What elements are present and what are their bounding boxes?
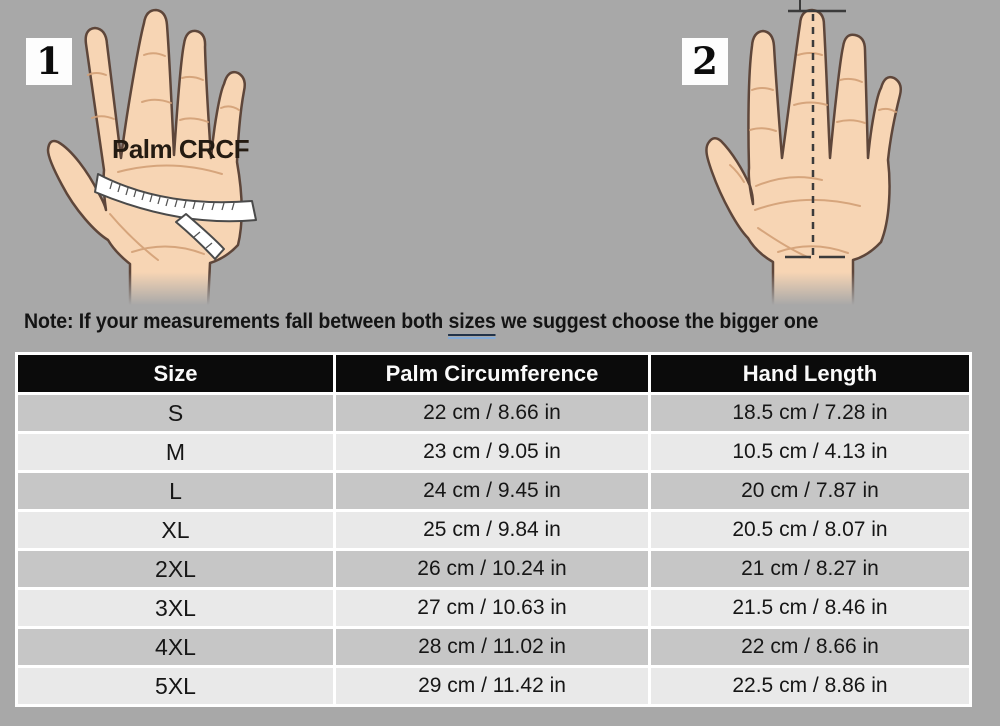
palm-circumference-label: Palm CRCF [112, 134, 250, 164]
note-text-prefix: Note: If your measurements fall between … [24, 310, 449, 333]
step-2-badge: 2 [682, 38, 728, 85]
hand-length-hand-illustration [660, 0, 940, 305]
sizing-note: Note: If your measurements fall between … [24, 310, 819, 339]
hand-length-cell: 22.5 cm / 8.86 in [651, 668, 969, 704]
table-row: 5XL 29 cm / 11.42 in 22.5 cm / 8.86 in [18, 668, 969, 704]
table-row: XL 25 cm / 9.84 in 20.5 cm / 8.07 in [18, 512, 969, 548]
hand-length-cell: 21.5 cm / 8.46 in [651, 590, 969, 626]
hand-length-cell: 18.5 cm / 7.28 in [651, 395, 969, 431]
table-row: 3XL 27 cm / 10.63 in 21.5 cm / 8.46 in [18, 590, 969, 626]
hand-palm-graphic [705, 8, 902, 305]
hand-length-measure-line [785, 0, 848, 259]
hand-length-cell: 10.5 cm / 4.13 in [651, 434, 969, 470]
table-row: S 22 cm / 8.66 in 18.5 cm / 7.28 in [18, 395, 969, 431]
size-cell: L [18, 473, 333, 509]
palm-circumference-cell: 29 cm / 11.42 in [336, 668, 648, 704]
hand-length-cell: 20.5 cm / 8.07 in [651, 512, 969, 548]
palm-circumference-cell: 27 cm / 10.63 in [336, 590, 648, 626]
header-row: Size Palm Circumference Hand Length [18, 355, 969, 392]
palm-circumference-cell: 28 cm / 11.02 in [336, 629, 648, 665]
note-text-suffix: we suggest choose the bigger one [495, 310, 819, 333]
palm-circumference-cell: 23 cm / 9.05 in [336, 434, 648, 470]
palm-circumference-cell: 25 cm / 9.84 in [336, 512, 648, 548]
size-cell: XL [18, 512, 333, 548]
size-cell: 4XL [18, 629, 333, 665]
table-row: 4XL 28 cm / 11.02 in 22 cm / 8.66 in [18, 629, 969, 665]
palm-circumference-cell: 22 cm / 8.66 in [336, 395, 648, 431]
size-cell: M [18, 434, 333, 470]
table-row: 2XL 26 cm / 10.24 in 21 cm / 8.27 in [18, 551, 969, 587]
size-chart-table: Size Palm Circumference Hand Length S 22… [15, 352, 972, 707]
table-row: L 24 cm / 9.45 in 20 cm / 7.87 in [18, 473, 969, 509]
column-header-hand-length: Hand Length [651, 355, 969, 392]
measuring-tape-icon [94, 173, 257, 260]
table-row: M 23 cm / 9.05 in 10.5 cm / 4.13 in [18, 434, 969, 470]
hand-length-cell: 22 cm / 8.66 in [651, 629, 969, 665]
hand-length-cell: 21 cm / 8.27 in [651, 551, 969, 587]
size-cell: 3XL [18, 590, 333, 626]
hand-length-cell: 20 cm / 7.87 in [651, 473, 969, 509]
palm-circumference-hand-illustration [20, 8, 270, 305]
size-cell: S [18, 395, 333, 431]
palm-circumference-cell: 24 cm / 9.45 in [336, 473, 648, 509]
size-cell: 5XL [18, 668, 333, 704]
step-1-badge: 1 [26, 38, 72, 85]
column-header-size: Size [18, 355, 333, 392]
size-cell: 2XL [18, 551, 333, 587]
palm-circumference-cell: 26 cm / 10.24 in [336, 551, 648, 587]
note-underlined-word: sizes [448, 310, 496, 339]
column-header-palm-circumference: Palm Circumference [336, 355, 648, 392]
